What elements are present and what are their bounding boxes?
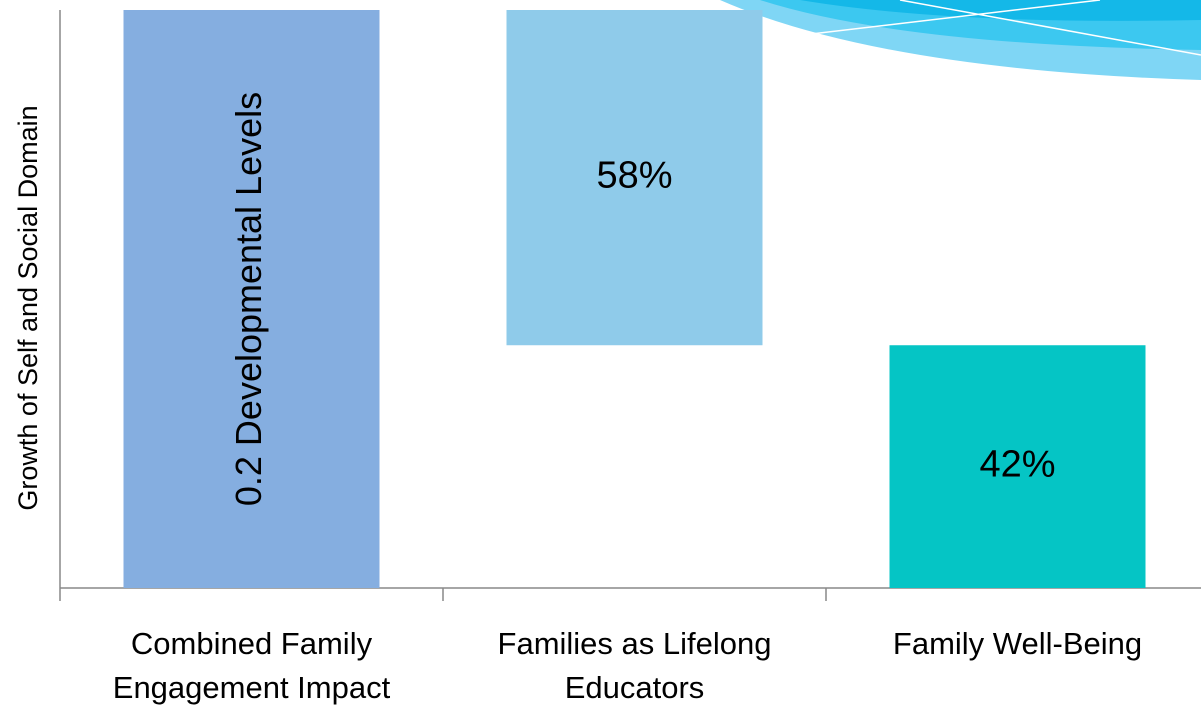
x-tick-label: Family Well-Being	[892, 626, 1143, 661]
x-tick-label: Families as Lifelong Educators	[497, 626, 772, 705]
bar	[123, 10, 380, 588]
bar	[889, 345, 1146, 588]
value-label: 42%	[979, 444, 1055, 486]
value-label: 58%	[596, 155, 672, 197]
x-tick-label: Combined Family Engagement Impact	[112, 626, 391, 705]
bar-annotation: 0.2 Developmental Levels	[228, 92, 269, 506]
decoration	[720, 0, 1201, 80]
bar	[506, 10, 763, 346]
y-axis-label: Growth of Self and Social Domain	[13, 105, 43, 510]
